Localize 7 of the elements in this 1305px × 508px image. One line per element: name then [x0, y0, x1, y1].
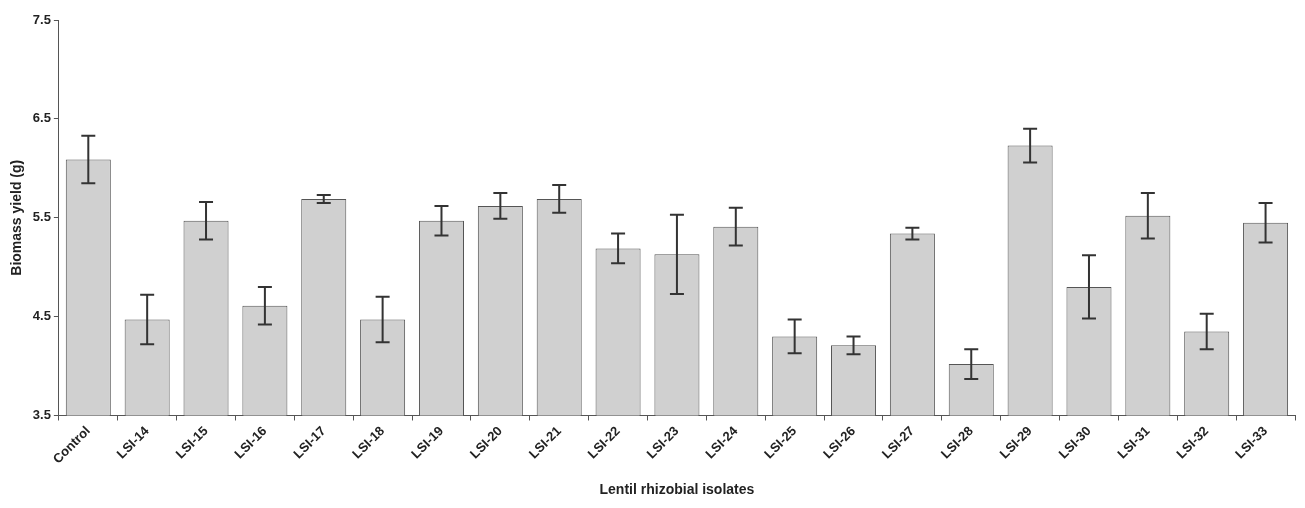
y-tick-label: 5.5 [32, 209, 51, 225]
y-tick-label: 7.5 [32, 11, 51, 27]
y-tick-label: 3.5 [32, 407, 51, 423]
x-axis-title: Lentil rhizobial isolates [599, 481, 755, 498]
y-tick-label: 6.5 [32, 110, 51, 126]
y-axis-title: Biomass yield (g) [8, 159, 25, 276]
y-tick-label: 4.5 [32, 308, 51, 324]
